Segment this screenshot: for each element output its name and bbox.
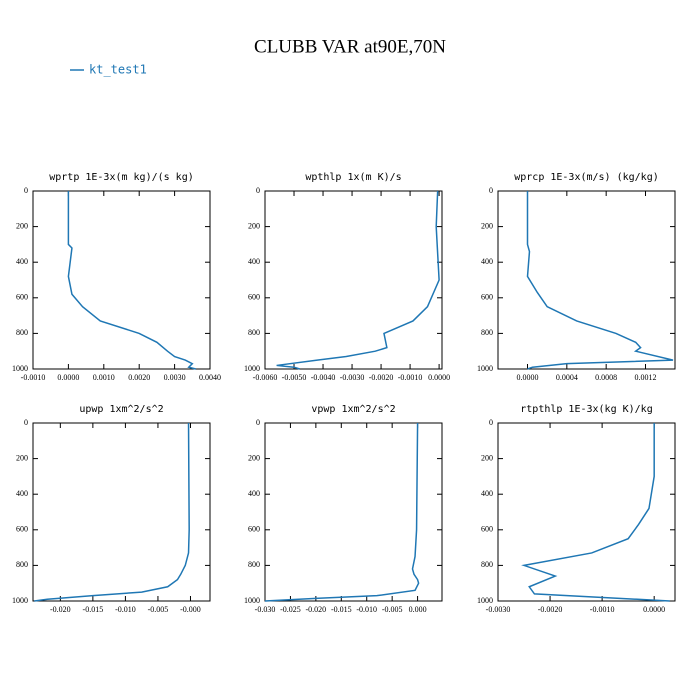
y-tick-label: 0 [24,186,28,195]
plot-frame [264,190,443,370]
x-tick-label: 0.0000 [643,605,665,614]
x-tick-label: -0.005 [382,605,403,614]
y-tick-label: 400 [248,257,260,266]
plot-frame [497,422,676,602]
y-tick-label: 800 [248,560,260,569]
profile-line [34,422,190,602]
panel-title: upwp 1xm^2/s^2 [79,404,163,415]
panel-title: vpwp 1xm^2/s^2 [311,404,395,415]
y-tick-label: 600 [248,525,260,534]
x-tick-label: -0.020 [50,605,71,614]
x-tick-label: 0.0012 [635,373,657,382]
x-tick-label: 0.0020 [128,373,150,382]
y-tick-label: 200 [248,221,260,230]
x-tick-label: -0.010 [115,605,136,614]
y-tick-label: 800 [16,328,28,337]
figure-title: CLUBB VAR at90E,70N [254,36,446,57]
y-tick-label: 1000 [12,364,28,373]
x-tick-label: -0.015 [331,605,352,614]
x-tick-label: 0.0010 [93,373,115,382]
y-tick-label: 800 [481,560,493,569]
y-tick-label: 0 [489,186,493,195]
x-tick-label: -0.0040 [311,373,336,382]
y-tick-label: 0 [256,418,260,427]
y-tick-label: 800 [248,328,260,337]
x-tick-label: -0.0030 [340,373,365,382]
x-tick-label: -0.0060 [253,373,278,382]
x-tick-label: -0.0010 [590,605,615,614]
y-tick-label: 600 [481,525,493,534]
legend-label: kt_test1 [89,63,147,77]
y-tick-label: 800 [16,560,28,569]
profile-line [521,423,670,602]
profile-line [526,191,674,370]
x-tick-label: -0.030 [255,605,276,614]
y-tick-label: 1000 [244,596,260,605]
x-tick-label: -0.0010 [21,373,46,382]
y-tick-label: 200 [481,221,493,230]
panel-title: rtpthlp 1E-3x(kg K)/kg [520,404,652,415]
plot-frame [32,422,211,602]
x-tick-label: 0.0008 [595,373,617,382]
x-tick-label: -0.0020 [369,373,394,382]
y-tick-label: 1000 [477,596,493,605]
y-tick-label: 0 [256,186,260,195]
x-tick-label: 0.0000 [517,373,539,382]
x-tick-label: -0.0050 [282,373,307,382]
x-tick-label: -0.0020 [538,605,563,614]
x-tick-label: 0.000 [409,605,427,614]
y-tick-label: 600 [16,525,28,534]
plot-frame [32,190,211,370]
x-tick-label: 0.0004 [556,373,578,382]
y-tick-label: 400 [481,257,493,266]
plot-frame [264,422,443,602]
y-tick-label: 600 [481,293,493,302]
profile-line [67,191,197,370]
x-tick-label: 0.0040 [199,373,221,382]
y-tick-label: 200 [16,221,28,230]
panel-title: wprtp 1E-3x(m kg)/(s kg) [49,172,194,183]
x-tick-label: 0.0000 [428,373,450,382]
y-tick-label: 600 [248,293,260,302]
y-tick-label: 400 [248,489,260,498]
y-tick-label: 1000 [477,364,493,373]
y-tick-label: 800 [481,328,493,337]
y-tick-label: 1000 [244,364,260,373]
y-tick-label: 200 [248,453,260,462]
x-tick-label: -0.0010 [398,373,423,382]
y-tick-label: 0 [489,418,493,427]
plot-frame [497,190,676,370]
panel-title: wprcp 1E-3x(m/s) (kg/kg) [514,172,659,183]
x-tick-label: -0.0030 [486,605,511,614]
y-tick-label: 400 [16,257,28,266]
x-tick-label: 0.0000 [57,373,79,382]
profile-line [276,190,440,370]
x-tick-label: -0.025 [280,605,301,614]
x-tick-label: -0.005 [148,605,169,614]
y-tick-label: 400 [16,489,28,498]
y-tick-label: 1000 [12,596,28,605]
profile-line [264,422,420,602]
y-tick-label: 0 [24,418,28,427]
y-tick-label: 400 [481,489,493,498]
panel-title: wpthlp 1x(m K)/s [305,172,401,183]
x-tick-label: -0.015 [83,605,104,614]
y-tick-label: 200 [481,453,493,462]
x-tick-label: 0.0030 [164,373,186,382]
y-tick-label: 600 [16,293,28,302]
y-tick-label: 200 [16,453,28,462]
x-tick-label: -0.010 [356,605,377,614]
x-tick-label: -0.000 [180,605,201,614]
x-tick-label: -0.020 [306,605,327,614]
